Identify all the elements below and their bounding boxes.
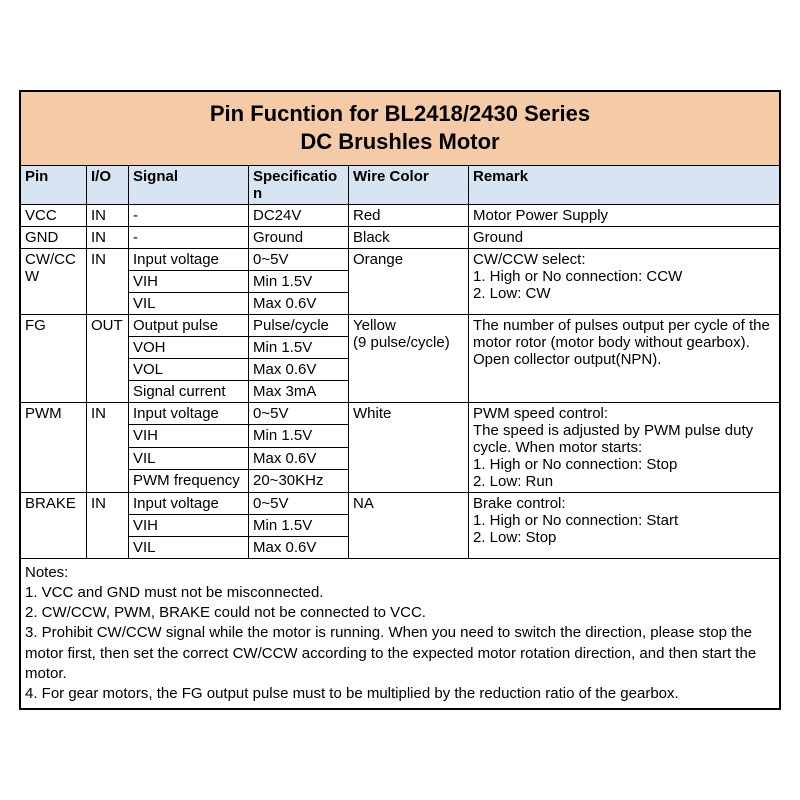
gnd-spec: Ground xyxy=(249,226,349,248)
fg-sig1: Output pulse xyxy=(129,314,249,336)
header-row: Pin I/O Signal Specification Wire Color … xyxy=(21,165,780,204)
vcc-spec: DC24V xyxy=(249,204,349,226)
hdr-spec: Specification xyxy=(249,165,349,204)
fg-io: OUT xyxy=(87,314,129,402)
pwm-sig1: Input voltage xyxy=(129,402,249,425)
pwm-sig4: PWM frequency xyxy=(129,470,249,493)
row-cw-1: CW/CCW IN Input voltage 0~5V Orange CW/C… xyxy=(21,248,780,270)
cw-sig3: VIL xyxy=(129,292,249,314)
cw-io: IN xyxy=(87,248,129,314)
fg-wire: Yellow (9 pulse/cycle) xyxy=(349,314,469,402)
pwm-wire: White xyxy=(349,402,469,492)
fg-spec2: Min 1.5V xyxy=(249,336,349,358)
vcc-io: IN xyxy=(87,204,129,226)
pwm-spec3: Max 0.6V xyxy=(249,447,349,470)
vcc-sig: - xyxy=(129,204,249,226)
cw-spec2: Min 1.5V xyxy=(249,270,349,292)
brake-pin: BRAKE xyxy=(21,492,87,558)
fg-spec1: Pulse/cycle xyxy=(249,314,349,336)
brake-sig2: VIH xyxy=(129,514,249,536)
vcc-pin: VCC xyxy=(21,204,87,226)
brake-rem: Brake control: 1. High or No connection:… xyxy=(469,492,780,558)
cw-wire: Orange xyxy=(349,248,469,314)
fg-pin: FG xyxy=(21,314,87,402)
row-pwm-1: PWM IN Input voltage 0~5V White PWM spee… xyxy=(21,402,780,425)
row-brake-1: BRAKE IN Input voltage 0~5V NA Brake con… xyxy=(21,492,780,514)
fg-sig3: VOL xyxy=(129,358,249,380)
title-line1: Pin Fucntion for BL2418/2430 Series xyxy=(210,101,590,126)
table-title: Pin Fucntion for BL2418/2430 Series DC B… xyxy=(21,91,780,165)
gnd-pin: GND xyxy=(21,226,87,248)
title-row: Pin Fucntion for BL2418/2430 Series DC B… xyxy=(21,91,780,165)
row-vcc: VCC IN - DC24V Red Motor Power Supply xyxy=(21,204,780,226)
row-fg-1: FG OUT Output pulse Pulse/cycle Yellow (… xyxy=(21,314,780,336)
vcc-wire: Red xyxy=(349,204,469,226)
row-notes: Notes: 1. VCC and GND must not be miscon… xyxy=(21,558,780,709)
gnd-wire: Black xyxy=(349,226,469,248)
cw-rem: CW/CCW select: 1. High or No connection:… xyxy=(469,248,780,314)
gnd-io: IN xyxy=(87,226,129,248)
pwm-pin: PWM xyxy=(21,402,87,492)
pwm-spec4: 20~30KHz xyxy=(249,470,349,493)
pwm-spec2: Min 1.5V xyxy=(249,425,349,448)
brake-spec1: 0~5V xyxy=(249,492,349,514)
cw-spec3: Max 0.6V xyxy=(249,292,349,314)
hdr-signal: Signal xyxy=(129,165,249,204)
fg-spec3: Max 0.6V xyxy=(249,358,349,380)
pwm-sig3: VIL xyxy=(129,447,249,470)
hdr-remark: Remark xyxy=(469,165,780,204)
row-gnd: GND IN - Ground Black Ground xyxy=(21,226,780,248)
cw-pin: CW/CCW xyxy=(21,248,87,314)
gnd-rem: Ground xyxy=(469,226,780,248)
brake-wire: NA xyxy=(349,492,469,558)
pwm-spec1: 0~5V xyxy=(249,402,349,425)
cw-sig1: Input voltage xyxy=(129,248,249,270)
fg-rem: The number of pulses output per cycle of… xyxy=(469,314,780,402)
hdr-pin: Pin xyxy=(21,165,87,204)
fg-spec4: Max 3mA xyxy=(249,380,349,402)
vcc-rem: Motor Power Supply xyxy=(469,204,780,226)
brake-io: IN xyxy=(87,492,129,558)
pwm-sig2: VIH xyxy=(129,425,249,448)
brake-spec3: Max 0.6V xyxy=(249,536,349,558)
pwm-rem: PWM speed control: The speed is adjusted… xyxy=(469,402,780,492)
title-line2: DC Brushles Motor xyxy=(300,129,499,154)
cw-spec1: 0~5V xyxy=(249,248,349,270)
gnd-sig: - xyxy=(129,226,249,248)
brake-sig3: VIL xyxy=(129,536,249,558)
notes-cell: Notes: 1. VCC and GND must not be miscon… xyxy=(21,558,780,709)
hdr-wire: Wire Color xyxy=(349,165,469,204)
fg-sig4: Signal current xyxy=(129,380,249,402)
pwm-io: IN xyxy=(87,402,129,492)
cw-sig2: VIH xyxy=(129,270,249,292)
pin-function-table: Pin Fucntion for BL2418/2430 Series DC B… xyxy=(20,91,780,710)
hdr-io: I/O xyxy=(87,165,129,204)
brake-sig1: Input voltage xyxy=(129,492,249,514)
fg-sig2: VOH xyxy=(129,336,249,358)
brake-spec2: Min 1.5V xyxy=(249,514,349,536)
